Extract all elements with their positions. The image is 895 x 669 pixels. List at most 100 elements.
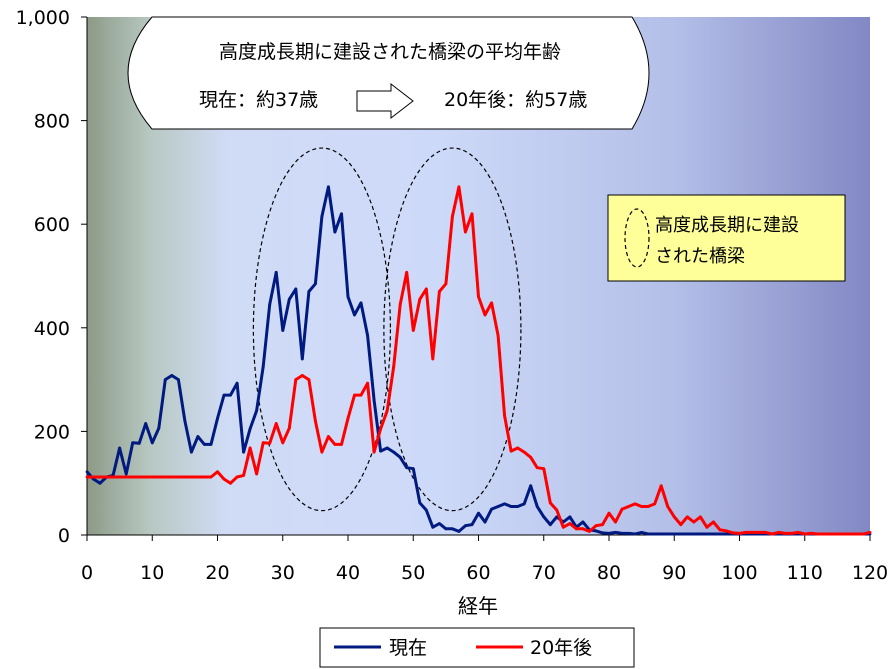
highlight-ellipse-2 bbox=[383, 147, 522, 512]
data-point bbox=[242, 474, 246, 477]
data-point bbox=[320, 450, 324, 454]
y-tick-label: 600 bbox=[34, 214, 70, 236]
data-point bbox=[418, 501, 422, 505]
data-point bbox=[359, 301, 363, 305]
data-point bbox=[627, 532, 630, 535]
data-point bbox=[98, 475, 102, 479]
data-point bbox=[574, 527, 578, 531]
highlight-ellipse-1 bbox=[252, 147, 392, 512]
data-point bbox=[268, 303, 272, 306]
data-point bbox=[118, 475, 122, 479]
data-point bbox=[698, 515, 702, 519]
data-point bbox=[607, 511, 611, 515]
data-point bbox=[313, 282, 317, 286]
data-point bbox=[692, 520, 696, 524]
data-point bbox=[555, 515, 559, 519]
y-axis: 0 200 400 600 800 1,000 bbox=[16, 7, 88, 547]
x-tick-label: 10 bbox=[140, 562, 164, 584]
y-tick-label: 200 bbox=[34, 421, 70, 443]
data-point bbox=[581, 520, 585, 524]
data-point bbox=[607, 532, 611, 535]
data-point bbox=[183, 419, 187, 423]
data-point bbox=[163, 378, 167, 381]
data-point bbox=[118, 446, 122, 450]
data-point bbox=[542, 467, 546, 471]
data-point bbox=[209, 475, 213, 479]
data-point bbox=[712, 520, 715, 524]
data-point bbox=[594, 529, 598, 533]
data-point bbox=[535, 466, 539, 470]
data-point bbox=[862, 532, 865, 536]
data-point bbox=[470, 523, 474, 527]
data-point bbox=[300, 374, 304, 377]
data-point bbox=[568, 515, 572, 519]
data-point bbox=[294, 378, 298, 381]
x-tick-label: 60 bbox=[466, 562, 490, 584]
data-point bbox=[92, 475, 95, 479]
x-tick-label: 110 bbox=[787, 562, 823, 584]
data-point bbox=[816, 532, 820, 536]
data-point bbox=[790, 532, 794, 535]
data-point bbox=[659, 532, 663, 536]
data-point bbox=[385, 409, 389, 413]
data-point bbox=[849, 532, 852, 536]
data-point bbox=[777, 531, 781, 534]
data-point bbox=[176, 475, 180, 479]
data-point bbox=[757, 531, 761, 534]
data-point bbox=[183, 475, 187, 479]
data-point bbox=[640, 531, 644, 534]
data-point bbox=[529, 484, 533, 488]
data-point bbox=[209, 442, 213, 446]
highlight-note: 高度成長期に建設 された橋梁 bbox=[607, 194, 846, 282]
data-point bbox=[744, 531, 748, 534]
data-point bbox=[431, 525, 435, 529]
data-point bbox=[437, 522, 441, 526]
data-point bbox=[444, 282, 448, 286]
data-point bbox=[796, 531, 800, 534]
data-point bbox=[692, 532, 696, 536]
data-point bbox=[529, 455, 533, 459]
data-point bbox=[229, 393, 232, 397]
y-tick-label: 800 bbox=[34, 111, 70, 133]
data-point bbox=[392, 365, 396, 369]
series-lines bbox=[85, 185, 872, 536]
data-point bbox=[196, 475, 200, 479]
data-point bbox=[131, 475, 135, 479]
callout-future: 20年後：約57歳 bbox=[444, 89, 587, 111]
data-point bbox=[835, 532, 839, 536]
data-point bbox=[170, 374, 174, 377]
data-point bbox=[509, 505, 513, 508]
data-point bbox=[196, 435, 200, 438]
data-point bbox=[398, 455, 402, 459]
data-point bbox=[679, 532, 683, 536]
note-box bbox=[607, 194, 846, 282]
data-point bbox=[646, 505, 650, 508]
data-point bbox=[261, 441, 265, 445]
data-point bbox=[320, 215, 324, 218]
data-point bbox=[738, 532, 741, 535]
data-point bbox=[424, 508, 428, 512]
y-tick-label: 1,000 bbox=[16, 7, 70, 29]
data-point bbox=[190, 475, 193, 479]
data-point bbox=[646, 532, 650, 536]
data-point bbox=[855, 532, 859, 536]
x-tick-label: 20 bbox=[205, 562, 229, 584]
y-tick-label: 400 bbox=[34, 318, 70, 340]
data-point bbox=[398, 303, 402, 306]
data-point bbox=[868, 531, 872, 534]
data-point bbox=[255, 472, 259, 476]
data-point bbox=[659, 484, 663, 488]
data-point bbox=[451, 215, 454, 218]
legend: 現在 20年後 bbox=[319, 627, 635, 668]
data-point bbox=[477, 295, 480, 299]
data-point bbox=[451, 527, 454, 531]
data-point bbox=[281, 328, 285, 332]
data-point bbox=[725, 532, 728, 536]
data-point bbox=[248, 446, 252, 450]
data-point bbox=[137, 441, 141, 445]
data-point bbox=[751, 531, 754, 534]
highlight-ellipses bbox=[252, 147, 522, 512]
note-line-1: 高度成長期に建設 bbox=[655, 215, 799, 236]
data-point bbox=[809, 532, 813, 535]
data-point bbox=[268, 441, 272, 445]
